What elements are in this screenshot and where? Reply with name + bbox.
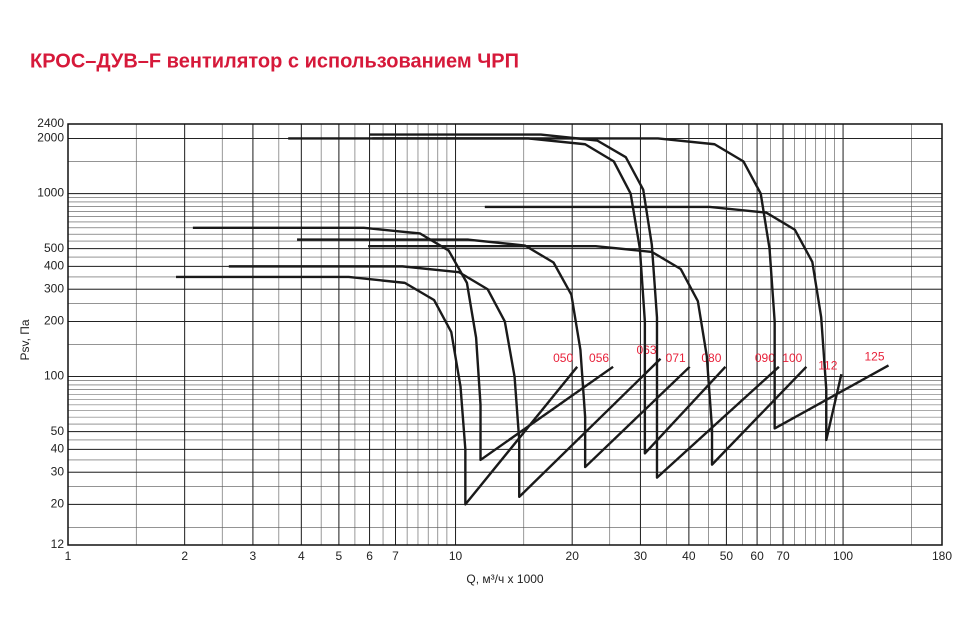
series-label: 090 (755, 351, 775, 365)
x-axis-label: Q, м³/ч x 1000 (466, 572, 544, 586)
x-tick-label: 10 (449, 549, 463, 563)
chart-title: КРОС–ДУВ–F вентилятор с использованием Ч… (30, 50, 519, 72)
series-label: 080 (701, 351, 721, 365)
x-tick-label: 30 (634, 549, 648, 563)
fan-curve (369, 133, 780, 479)
x-tick-label: 2 (181, 549, 188, 563)
x-tick-label: 3 (250, 549, 257, 563)
y-axis-label: Psv, Па (18, 319, 32, 360)
x-tick-label: 60 (750, 549, 764, 563)
x-tick-label: 180 (932, 549, 952, 563)
y-tick-label: 1000 (37, 186, 64, 200)
series-label: 071 (666, 351, 686, 365)
y-tick-label: 2000 (37, 131, 64, 145)
x-tick-label: 4 (298, 549, 305, 563)
series-label: 100 (782, 351, 802, 365)
x-tick-label: 70 (776, 549, 790, 563)
fan-curve (288, 137, 727, 455)
y-tick-label: 300 (44, 281, 64, 295)
fan-curve (297, 238, 691, 469)
plot-frame (67, 123, 943, 546)
fan-curve (176, 275, 579, 506)
fan-curve (228, 265, 662, 499)
y-tick-label: 30 (51, 464, 65, 478)
y-tick-label: 12 (51, 537, 65, 551)
x-tick-label: 50 (720, 549, 734, 563)
y-tick-label: 2400 (37, 116, 64, 130)
fan-curve (484, 205, 843, 442)
x-tick-label: 100 (833, 549, 853, 563)
series-label: 056 (589, 351, 609, 365)
y-tick-label: 500 (44, 241, 64, 255)
fan-curve (368, 244, 808, 466)
x-tick-label: 5 (336, 549, 343, 563)
y-tick-label: 100 (44, 369, 64, 383)
y-tick-label: 20 (51, 497, 65, 511)
series-label: 112 (818, 358, 837, 372)
x-tick-label: 40 (682, 549, 696, 563)
series-label: 050 (553, 351, 573, 365)
x-tick-label: 1 (65, 549, 72, 563)
x-tick-label: 7 (392, 549, 399, 563)
x-tick-label: 20 (566, 549, 580, 563)
y-tick-label: 200 (44, 314, 64, 328)
series-label: 063 (636, 343, 656, 357)
x-tick-label: 6 (366, 549, 373, 563)
y-tick-label: 50 (51, 424, 65, 438)
y-tick-label: 400 (44, 259, 64, 273)
fan-curve (372, 137, 890, 430)
y-tick-label: 40 (51, 442, 65, 456)
fan-curve (192, 226, 614, 462)
series-label: 125 (864, 350, 884, 364)
